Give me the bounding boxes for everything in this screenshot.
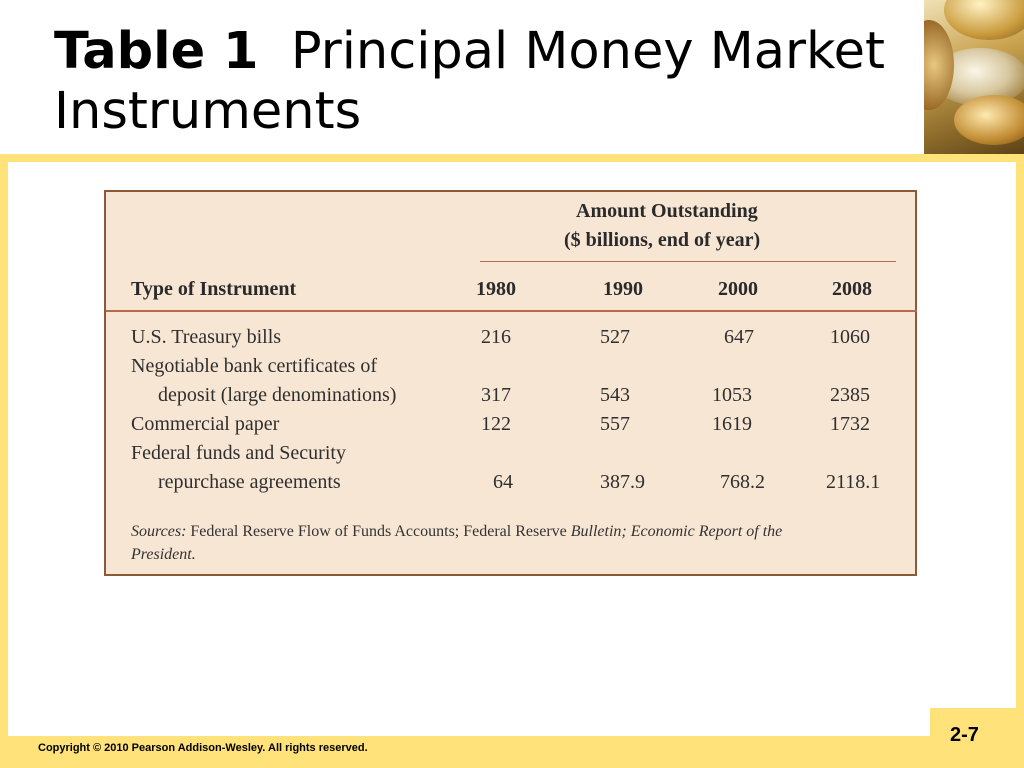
row-value: 387.9 [600,471,645,493]
sources-label: Sources: [131,523,187,540]
page-number-box [930,708,1024,768]
slide-title-bold: Table 1 [54,22,259,81]
header-rule [106,310,917,312]
year-header-2008: 2008 [832,278,872,300]
instruments-table: Amount Outstanding ($ billions, end of y… [104,190,917,576]
row-label: Commercial paper [131,413,280,435]
amount-header-line1: Amount Outstanding [576,200,758,222]
row-label: Negotiable bank certificates of [131,355,377,377]
row-label-continued: deposit (large denominations) [158,384,397,406]
row-value: 543 [600,384,630,406]
page-number: 2-7 [950,724,979,746]
slide-title: Table 1 Principal Money Market Instrumen… [54,22,914,142]
year-header-1990: 1990 [603,278,643,300]
row-value: 1732 [830,413,870,435]
row-value: 1053 [712,384,752,406]
row-value: 317 [481,384,511,406]
coins-image [924,0,1024,154]
row-value: 122 [481,413,511,435]
row-value: 2385 [830,384,870,406]
footer-bar: Copyright © 2010 Pearson Addison-Wesley.… [0,736,1024,768]
year-header-2000: 2000 [718,278,758,300]
row-label: Federal funds and Security [131,442,346,464]
slide-title-rest: Principal Money Market Instruments [54,22,886,141]
row-value: 2118.1 [826,471,881,493]
row-value: 527 [600,326,630,348]
row-value: 557 [600,413,630,435]
sources-italic-2: President. [131,546,196,563]
row-value: 1060 [830,326,870,348]
row-value: 768.2 [720,471,765,493]
row-value: 64 [493,471,513,493]
row-value: 647 [724,326,754,348]
sources-text: Federal Reserve Flow of Funds Accounts; … [190,523,567,540]
type-header: Type of Instrument [131,278,297,300]
amount-header-line2: ($ billions, end of year) [564,229,761,251]
amount-header-rule [480,261,896,262]
year-header-1980: 1980 [476,278,516,300]
sources-italic-1: Bulletin; Economic Report of the [570,523,783,540]
row-value: 1619 [712,413,752,435]
table-sources: Sources: Federal Reserve Flow of Funds A… [131,520,831,566]
row-label: U.S. Treasury bills [131,326,282,348]
row-label-continued: repurchase agreements [158,471,341,493]
copyright-text: Copyright © 2010 Pearson Addison-Wesley.… [38,742,368,754]
row-value: 216 [481,326,511,348]
